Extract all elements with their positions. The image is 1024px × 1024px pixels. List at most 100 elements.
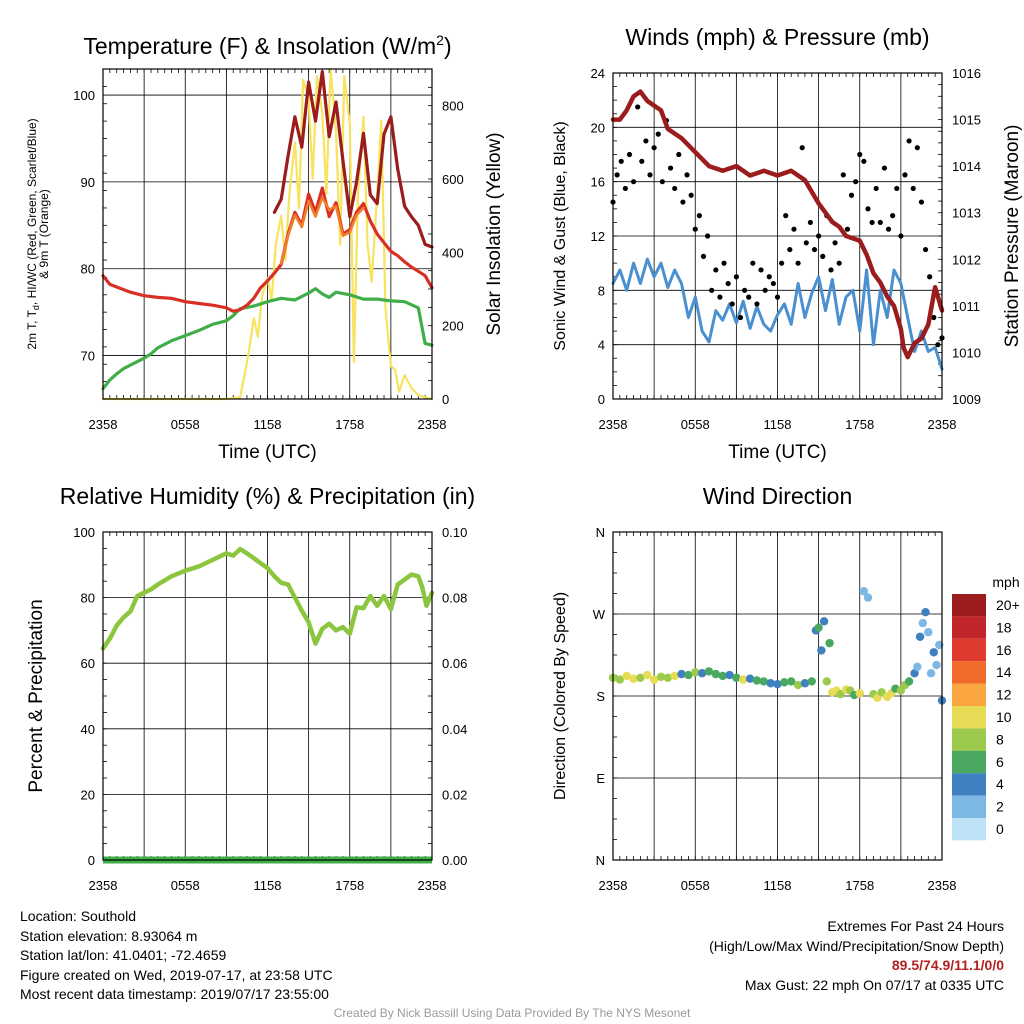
y2-tick-label: 1010 [952, 345, 981, 360]
gust-point [639, 158, 645, 164]
direction-point [670, 671, 679, 681]
extremes-values: 89.5/74.9/11.1/0/0 [891, 957, 1004, 973]
extremes-title: Extremes For Past 24 Hours [827, 918, 1004, 934]
gust-point [729, 301, 735, 307]
direction-point [615, 675, 625, 684]
legend-label: 12 [996, 687, 1012, 703]
y2-tick-label: 0.08 [442, 591, 467, 606]
y-axis-label-left: Direction (Colored By Speed) [552, 592, 569, 800]
direction-point [773, 679, 782, 689]
legend-swatch [952, 773, 986, 796]
direction-point [663, 673, 673, 682]
gust-point [717, 294, 723, 300]
gust-point [791, 226, 797, 232]
gust-point [783, 213, 789, 219]
y-tick-label: 100 [73, 88, 95, 103]
y-axis-label-right: Solar Insolation (Yellow) [484, 132, 505, 335]
gust-point [820, 253, 826, 259]
heat-index-line [272, 69, 434, 249]
legend-swatch [952, 683, 986, 706]
direction-point [643, 670, 652, 680]
panel-title-main: Temperature (F) & Insolation (W/m [83, 33, 436, 59]
direction-point [921, 607, 930, 617]
x-tick-label: 1758 [335, 417, 364, 432]
gust-point [787, 246, 793, 253]
gust-point [643, 138, 649, 144]
y-label-part: , HI/WC (Red, Green, Scarlet/Blue) [25, 118, 39, 305]
y2-tick-label: 0 [442, 392, 449, 407]
gust-point [618, 158, 624, 164]
x-tick-label: 0558 [681, 417, 710, 432]
temperature-panel: 70 80 90 100 0 200 400 600 800 2358 0558 1158 1758 23… [25, 32, 505, 463]
plot-frame [102, 68, 433, 400]
legend-swatch [952, 750, 986, 774]
y-tick-label: E [596, 771, 605, 786]
x-tick-label: 2358 [928, 878, 957, 893]
y-tick-label: 0 [598, 392, 605, 407]
gust-point [770, 280, 776, 287]
x-tick-label: 2358 [418, 417, 447, 432]
y2-tick-label: 800 [442, 99, 464, 114]
gust-point [651, 145, 657, 151]
y2-tick-label: 1015 [952, 113, 981, 128]
y-tick-label: 12 [591, 229, 605, 244]
extremes-block: Extremes For Past 24 Hours (High/Low/Max… [709, 917, 1004, 995]
y-axis-label-left: 2m T, Td, HI/WC (Red, Green, Scarlet/Blu… [25, 118, 51, 349]
gust-point [890, 213, 896, 219]
gust-point [902, 172, 908, 178]
y-axis-label-line1: 2m T, Td, HI/WC (Red, Green, Scarlet/Blu… [25, 118, 41, 349]
max-gust: Max Gust: 22 mph On 07/17 at 0335 UTC [744, 976, 1004, 993]
direction-point [732, 673, 741, 682]
gust-point [836, 260, 842, 266]
direction-point [745, 674, 755, 683]
y-tick-label: 80 [81, 262, 95, 277]
gust-point [898, 233, 904, 239]
speed-legend: mph 20+ 18 16 14 12 10 8 6 4 2 0 [952, 574, 1020, 841]
legend-swatch [952, 706, 986, 729]
legend-label: 6 [996, 754, 1004, 770]
direction-point [915, 632, 925, 641]
direction-point [677, 669, 686, 679]
direction-point [800, 679, 810, 688]
direction-point [793, 680, 803, 690]
direction-point [780, 678, 789, 687]
gust-point [848, 192, 855, 198]
y2-tick-label: 0.06 [442, 656, 467, 671]
panel-title: Wind Direction [703, 483, 853, 509]
credit-line: Created By Nick Bassill Using Data Provi… [333, 1006, 691, 1020]
y2-tick-label: 0.10 [442, 525, 467, 540]
gust-point [647, 172, 653, 178]
direction-point [622, 671, 631, 681]
panel-title-superscript: 2 [436, 32, 444, 48]
legend-title: mph [992, 574, 1019, 590]
direction-point [691, 668, 700, 677]
gust-point [684, 172, 690, 178]
gust-point [742, 287, 748, 293]
gust-point [853, 179, 859, 185]
y2-tick-label: 600 [442, 172, 464, 187]
x-tick-label: 1758 [335, 878, 364, 893]
x-tick-label: 1158 [254, 878, 282, 893]
y2-tick-label: 1011 [952, 299, 980, 314]
panel-title: Temperature (F) & Insolation (W/m2) [83, 32, 451, 59]
legend-swatch [952, 638, 986, 662]
x-tick-label: 1158 [764, 878, 792, 893]
gust-point [680, 199, 686, 205]
gust-point [750, 260, 756, 266]
gust-point [922, 246, 929, 253]
gust-point [713, 267, 719, 273]
extremes-subtitle: (High/Low/Max Wind/Precipitation/Snow De… [709, 937, 1004, 954]
x-tick-label: 2358 [599, 417, 628, 432]
y-axis-label-right: Station Pressure (Maroon) [1002, 125, 1023, 348]
legend-swatch [952, 594, 986, 617]
x-tick-label: 1758 [845, 878, 874, 893]
y-axis-label-left: Percent & Precipitation [26, 599, 47, 792]
gust-point [931, 314, 937, 321]
wind-direction-panel: N E S W N 2358 0558 1158 1758 2358 Wind Direction D… [552, 483, 1020, 893]
y-tick-label: N [596, 525, 605, 540]
y-tick-label: 70 [81, 349, 95, 364]
direction-point [656, 672, 666, 682]
gust-point [885, 226, 892, 232]
gust-point [676, 151, 682, 158]
y2-tick-label: 1013 [952, 206, 981, 221]
